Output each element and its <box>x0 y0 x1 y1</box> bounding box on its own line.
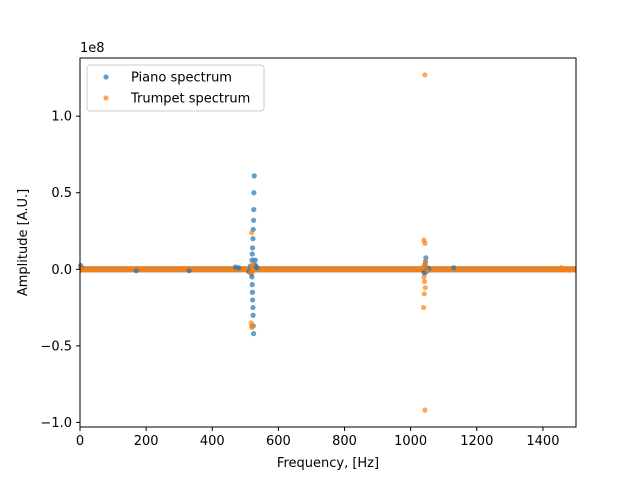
legend-box <box>86 64 265 112</box>
piano-point <box>251 206 257 213</box>
piano-point <box>254 265 260 271</box>
piano-point <box>236 265 242 271</box>
x-axis-label: Frequency, [Hz] <box>277 456 379 471</box>
y-tick-label: −0.5 <box>40 339 72 354</box>
legend-marker <box>103 95 109 101</box>
trumpet-point <box>422 259 429 265</box>
baseline-bands <box>80 266 576 273</box>
trumpet-point <box>249 229 255 236</box>
trumpet-point <box>249 262 255 268</box>
trumpet-baseline-band <box>80 266 576 273</box>
x-tick-label: 1400 <box>526 434 559 449</box>
trumpet-point <box>421 274 427 280</box>
legend: Piano spectrum Trumpet spectrum <box>86 64 265 112</box>
y-tick-label: 1.0 <box>51 110 72 125</box>
trumpet-point <box>566 267 572 273</box>
piano-point <box>133 268 139 274</box>
legend-label: Piano spectrum <box>131 71 232 86</box>
piano-point <box>249 282 255 288</box>
legend-marker <box>103 74 109 80</box>
x-tick-label: 1000 <box>394 434 427 449</box>
trumpet-point <box>422 407 428 413</box>
trumpet-point <box>422 240 428 246</box>
piano-point <box>251 173 257 179</box>
x-axis: 0 200 400 600 800 1000 1200 1400 <box>76 427 559 449</box>
piano-point <box>250 312 256 318</box>
piano-point <box>252 257 258 263</box>
piano-point <box>250 245 256 251</box>
trumpet-point <box>422 72 428 78</box>
data-points <box>78 72 572 413</box>
trumpet-point <box>422 285 428 291</box>
trumpet-point <box>419 265 425 271</box>
x-tick-label: 0 <box>76 434 84 449</box>
trumpet-point <box>424 268 430 274</box>
y-axis-label: Amplitude [A.U.] <box>16 189 31 296</box>
trumpet-point <box>80 267 86 273</box>
trumpet-point <box>421 278 428 285</box>
y-tick-label: 0.0 <box>51 263 72 278</box>
piano-point <box>451 265 457 271</box>
piano-point <box>249 289 256 295</box>
trumpet-point <box>421 291 427 297</box>
piano-point <box>186 268 192 274</box>
legend-label: Trumpet spectrum <box>130 92 250 107</box>
x-tick-label: 1200 <box>460 434 493 449</box>
piano-point <box>251 190 257 196</box>
piano-point <box>249 251 255 257</box>
x-tick-label: 200 <box>134 434 159 449</box>
x-tick-label: 800 <box>332 434 357 449</box>
plot-frame <box>79 57 577 428</box>
y-axis: −1.0 −0.5 0.0 0.5 1.0 <box>40 110 80 431</box>
x-tick-label: 600 <box>266 434 291 449</box>
piano-point <box>423 255 429 261</box>
piano-point <box>250 297 256 303</box>
piano-point <box>251 217 257 223</box>
trumpet-point <box>250 268 256 275</box>
piano-point <box>250 304 256 311</box>
piano-point <box>250 236 256 242</box>
trumpet-point <box>420 304 427 311</box>
x-tick-label: 400 <box>200 434 225 449</box>
trumpet-point <box>558 265 564 271</box>
trumpet-point <box>249 324 255 331</box>
y-tick-label: 0.5 <box>51 186 72 201</box>
y-tick-label: −1.0 <box>40 416 72 431</box>
y-offset-label: 1e8 <box>80 41 105 56</box>
piano-point <box>251 331 257 337</box>
